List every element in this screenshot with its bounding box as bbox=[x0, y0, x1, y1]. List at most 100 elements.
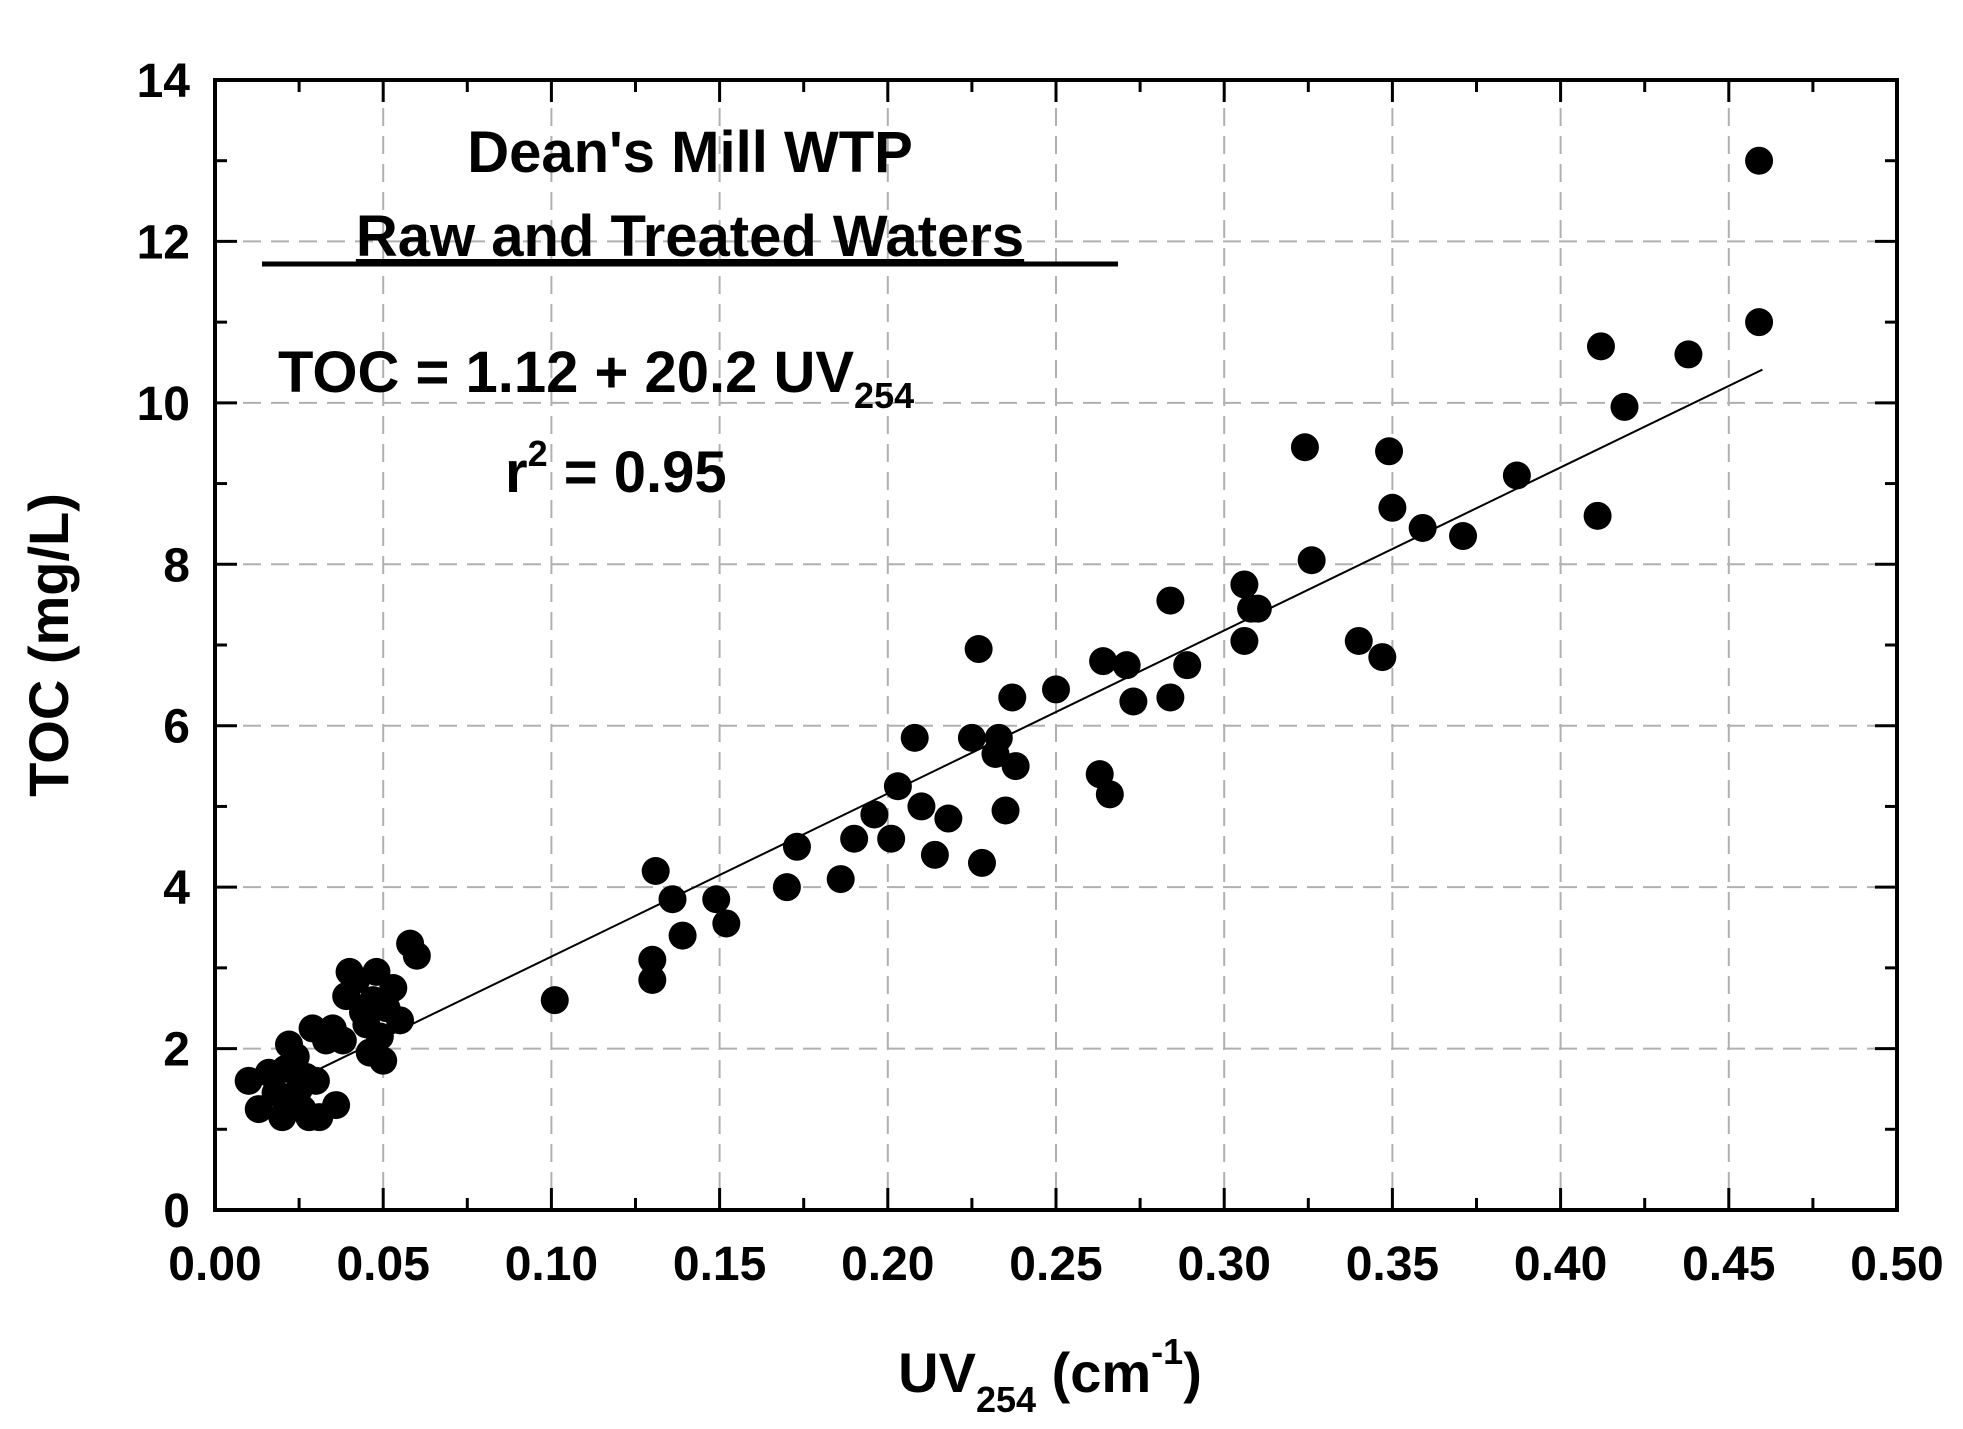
data-point bbox=[322, 1091, 351, 1120]
x-tick-label: 0.20 bbox=[841, 1238, 934, 1291]
data-point bbox=[1375, 437, 1404, 466]
x-tick-label: 0.50 bbox=[1850, 1238, 1943, 1291]
data-point bbox=[1230, 570, 1259, 599]
data-point bbox=[1297, 546, 1326, 575]
data-point bbox=[402, 941, 431, 970]
data-point bbox=[1156, 586, 1185, 615]
data-point bbox=[369, 1046, 398, 1075]
r-squared-superscript: 2 bbox=[528, 433, 548, 474]
x-axis-title-close: ) bbox=[1183, 1341, 1202, 1404]
data-point bbox=[540, 986, 569, 1015]
r-squared-label: r2 = 0.95 bbox=[505, 433, 727, 505]
data-point bbox=[860, 800, 889, 829]
x-tick-label: 0.15 bbox=[673, 1238, 766, 1291]
data-point bbox=[712, 909, 741, 938]
data-point bbox=[782, 832, 811, 861]
data-point bbox=[1112, 651, 1141, 680]
data-point bbox=[991, 796, 1020, 825]
y-tick-label: 0 bbox=[163, 1185, 190, 1238]
y-tick-label: 12 bbox=[137, 216, 190, 269]
data-point bbox=[1586, 332, 1615, 361]
x-tick-label: 0.25 bbox=[1009, 1238, 1102, 1291]
r-squared-value: = 0.95 bbox=[548, 440, 727, 505]
x-tick-label: 0.45 bbox=[1682, 1238, 1775, 1291]
regression-line bbox=[315, 368, 1763, 1072]
data-point bbox=[379, 974, 408, 1003]
data-point bbox=[1095, 780, 1124, 809]
data-point bbox=[1378, 493, 1407, 522]
data-point bbox=[877, 824, 906, 853]
y-axis-title: TOC (mg/L) bbox=[17, 493, 80, 797]
y-tick-labels: 0 2 4 6 8 10 12 14 bbox=[137, 55, 191, 1238]
x-tick-label: 0.10 bbox=[505, 1238, 598, 1291]
data-point bbox=[1290, 433, 1319, 462]
data-point bbox=[957, 723, 986, 752]
y-tick-label: 4 bbox=[163, 862, 190, 915]
data-point bbox=[1745, 308, 1774, 337]
data-point bbox=[772, 873, 801, 902]
x-axis-title-unit: (cm bbox=[1036, 1341, 1151, 1404]
data-point bbox=[1089, 647, 1118, 676]
data-point bbox=[907, 792, 936, 821]
data-point bbox=[328, 1026, 357, 1055]
data-point bbox=[967, 848, 996, 877]
y-tick-label: 6 bbox=[163, 701, 190, 754]
x-tick-label: 0.05 bbox=[336, 1238, 429, 1291]
x-tick-label: 0.35 bbox=[1346, 1238, 1439, 1291]
chart-title-line2: Raw and Treated Waters bbox=[356, 204, 1024, 269]
r-squared-base: r bbox=[505, 440, 528, 505]
data-point bbox=[1344, 626, 1373, 655]
x-tick-label: 0.40 bbox=[1514, 1238, 1607, 1291]
x-axis-title-subscript: 254 bbox=[976, 1379, 1036, 1420]
data-point bbox=[1156, 683, 1185, 712]
plot-frame bbox=[213, 78, 1899, 1212]
data-point bbox=[638, 965, 667, 994]
data-point bbox=[1674, 340, 1703, 369]
data-point bbox=[301, 1066, 330, 1095]
data-point bbox=[964, 635, 993, 664]
data-point bbox=[1230, 626, 1259, 655]
data-point bbox=[1243, 594, 1272, 623]
data-points bbox=[234, 146, 1774, 1132]
x-axis-title-superscript: -1 bbox=[1151, 1331, 1183, 1372]
data-point bbox=[1583, 501, 1612, 530]
data-point bbox=[1173, 651, 1202, 680]
data-point bbox=[1610, 392, 1639, 421]
regression-equation: TOC = 1.12 + 20.2 UV254 bbox=[278, 340, 914, 416]
data-point bbox=[702, 885, 731, 914]
x-tick-label: 0.00 bbox=[168, 1238, 261, 1291]
data-point bbox=[840, 824, 869, 853]
data-point bbox=[386, 1006, 415, 1035]
data-point bbox=[934, 804, 963, 833]
y-tick-label: 10 bbox=[137, 378, 190, 431]
data-point bbox=[883, 772, 912, 801]
x-tick-label: 0.30 bbox=[1177, 1238, 1270, 1291]
data-point bbox=[900, 723, 929, 752]
data-point bbox=[826, 865, 855, 894]
y-tick-label: 2 bbox=[163, 1024, 190, 1077]
x-tick-labels: 0.00 0.05 0.10 0.15 0.20 0.25 0.30 0.35 0.40 0.45… bbox=[168, 1238, 1943, 1291]
chart-title-line1: Dean's Mill WTP bbox=[467, 120, 913, 185]
data-point bbox=[998, 683, 1027, 712]
data-point bbox=[658, 885, 687, 914]
data-point bbox=[365, 1022, 394, 1051]
grid-lines bbox=[215, 80, 1897, 1210]
data-point bbox=[1408, 513, 1437, 542]
data-point bbox=[1042, 675, 1070, 704]
data-point bbox=[1502, 461, 1531, 490]
x-axis-title: UV254 (cm-1) bbox=[898, 1331, 1202, 1420]
data-point bbox=[1119, 687, 1148, 716]
y-tick-label: 8 bbox=[163, 539, 190, 592]
data-point bbox=[638, 945, 667, 974]
data-point bbox=[1745, 146, 1774, 175]
equation-subscript: 254 bbox=[854, 375, 914, 416]
equation-main: TOC = 1.12 + 20.2 UV bbox=[278, 340, 854, 405]
data-point bbox=[1449, 522, 1478, 551]
data-point bbox=[1368, 643, 1397, 672]
data-point bbox=[641, 857, 670, 885]
y-tick-label: 14 bbox=[137, 55, 191, 108]
data-point bbox=[668, 921, 697, 950]
x-axis-title-base: UV bbox=[898, 1341, 976, 1404]
data-point bbox=[1001, 752, 1030, 781]
